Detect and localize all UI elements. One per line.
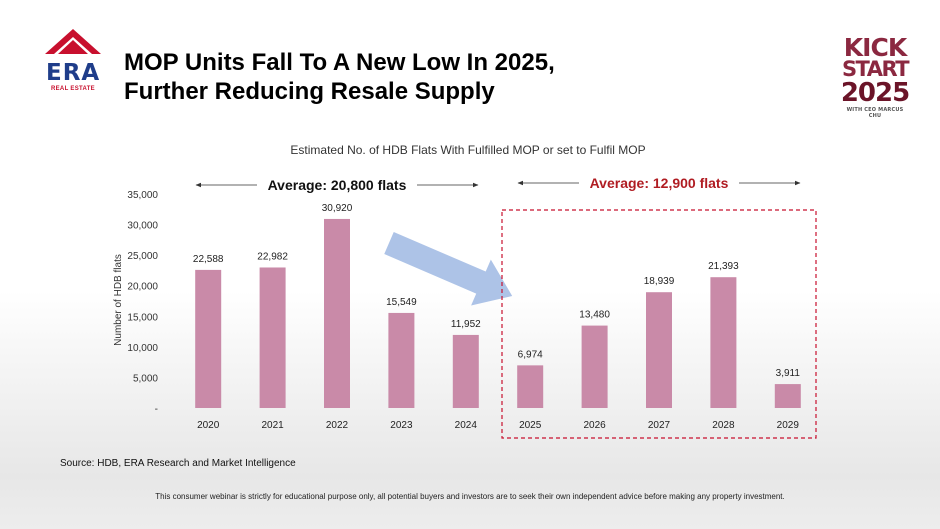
- data-label-2022: 30,920: [322, 203, 353, 214]
- y-axis-ticks: - 5,000 10,000 15,000 20,000 25,000 30,000 35,0…: [127, 190, 158, 415]
- y-axis-label: Number of HDB flats: [113, 254, 124, 346]
- trend-arrow-icon: [384, 231, 513, 306]
- y-tick-label: 15,000: [127, 312, 158, 323]
- logo-subtitle: REAL ESTATE: [51, 86, 95, 92]
- bar-2029: [774, 384, 801, 408]
- x-tick-2023: 2023: [390, 420, 413, 431]
- y-tick-label: 30,000: [127, 221, 158, 232]
- y-tick-label: 5,000: [133, 373, 158, 384]
- average-label: Average: 12,900 flats: [590, 175, 729, 191]
- x-tick-2028: 2028: [712, 420, 735, 431]
- disclaimer: This consumer webinar is strictly for ed…: [155, 492, 785, 501]
- page-title: MOP Units Fall To A New Low In 2025, Fur…: [124, 48, 555, 106]
- data-label-2027: 18,939: [644, 276, 675, 287]
- logo-name: ERA: [46, 60, 101, 86]
- x-axis-ticks: 2020 2021 2022 2023 2024 2025 2026 2027 2028 2029: [197, 420, 799, 431]
- bar-2020: [195, 269, 222, 408]
- x-tick-2026: 2026: [583, 420, 606, 431]
- badge-line-1: KICK: [843, 33, 907, 62]
- trend-arrow-body: [384, 231, 513, 306]
- bar-2028: [710, 277, 737, 408]
- dashed-highlight-box: [501, 209, 817, 439]
- y-tick-label: -: [155, 404, 158, 415]
- y-tick-label: 35,000: [127, 190, 158, 201]
- x-tick-2022: 2022: [326, 420, 349, 431]
- kickstart-badge: KICK START 2025 WITH CEO MARCUS CHU: [840, 33, 910, 119]
- average-annotations: Average: 20,800 flats Average: 12,900 fla…: [195, 175, 801, 193]
- bar-2026: [581, 325, 608, 408]
- trend-arrow-shape: [384, 231, 513, 306]
- data-label-2025: 6,974: [518, 349, 543, 360]
- badge-line-4: WITH CEO MARCUS CHU: [846, 107, 904, 119]
- x-tick-2021: 2021: [261, 420, 284, 431]
- title-line-2: Further Reducing Resale Supply: [124, 78, 495, 105]
- highlight-box: [501, 209, 817, 439]
- x-tick-2027: 2027: [648, 420, 671, 431]
- data-label-2021: 22,982: [257, 251, 288, 262]
- bar-2021: [259, 267, 286, 408]
- bar-2023: [388, 312, 415, 408]
- bar-2024: [452, 334, 479, 408]
- bar-2022: [324, 218, 350, 408]
- data-label-2023: 15,549: [386, 297, 417, 308]
- title-line-1: MOP Units Fall To A New Low In 2025,: [124, 49, 555, 76]
- x-tick-2029: 2029: [777, 420, 800, 431]
- bar-2027: [646, 292, 672, 408]
- era-logo: ERA REAL ESTATE: [44, 28, 102, 98]
- chart-title: Estimated No. of HDB Flats With Fulfille…: [290, 143, 645, 157]
- bars: 22,588 22,982 30,920 15,549 11,952 6,974 13,48…: [193, 203, 801, 408]
- bar-2025: [517, 365, 544, 408]
- data-label-2024: 11,952: [451, 319, 481, 330]
- y-tick-label: 25,000: [127, 251, 158, 262]
- badge-line-2: START: [841, 57, 910, 81]
- y-tick-label: 10,000: [127, 343, 158, 354]
- source-note: Source: HDB, ERA Research and Market Int…: [60, 458, 296, 469]
- data-label-2026: 13,480: [579, 310, 610, 321]
- badge-line-3: 2025: [840, 78, 910, 108]
- y-tick-label: 20,000: [127, 282, 158, 293]
- house-roof-icon: [45, 29, 101, 54]
- data-label-2029: 3,911: [776, 368, 801, 379]
- average-label: Average: 20,800 flats: [268, 177, 407, 193]
- x-tick-2025: 2025: [519, 420, 542, 431]
- x-tick-2020: 2020: [197, 420, 220, 431]
- data-label-2028: 21,393: [708, 261, 739, 272]
- data-label-2020: 22,588: [193, 254, 224, 265]
- x-tick-2024: 2024: [455, 420, 478, 431]
